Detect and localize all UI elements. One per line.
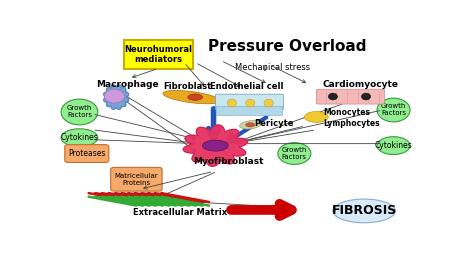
Text: Pericyte: Pericyte — [254, 119, 293, 128]
Ellipse shape — [304, 112, 328, 122]
Ellipse shape — [278, 143, 311, 164]
Ellipse shape — [264, 99, 273, 107]
FancyBboxPatch shape — [65, 145, 109, 162]
Text: Growth
Factors: Growth Factors — [282, 147, 307, 160]
FancyBboxPatch shape — [110, 167, 162, 191]
Ellipse shape — [202, 140, 228, 151]
Polygon shape — [183, 125, 247, 166]
Text: Myofibroblast: Myofibroblast — [193, 157, 264, 166]
Ellipse shape — [377, 137, 410, 154]
Ellipse shape — [246, 123, 255, 127]
FancyBboxPatch shape — [215, 94, 283, 110]
Ellipse shape — [61, 129, 98, 146]
Text: Fibroblast: Fibroblast — [164, 82, 212, 91]
Text: Neurohumoral
mediators: Neurohumoral mediators — [125, 45, 192, 64]
Text: Cardiomyocyte: Cardiomyocyte — [322, 80, 399, 89]
Ellipse shape — [163, 90, 220, 104]
FancyBboxPatch shape — [124, 40, 193, 69]
Text: Pressure Overload: Pressure Overload — [208, 39, 366, 54]
Text: Macrophage: Macrophage — [96, 80, 159, 89]
Text: Monocytes
Lymphocytes: Monocytes Lymphocytes — [324, 108, 380, 128]
Text: FIBROSIS: FIBROSIS — [331, 204, 397, 217]
Text: Mechanical stress: Mechanical stress — [235, 62, 310, 71]
Ellipse shape — [333, 199, 395, 223]
Text: Cytokines: Cytokines — [374, 141, 412, 150]
Ellipse shape — [188, 94, 202, 100]
Ellipse shape — [228, 99, 237, 107]
Ellipse shape — [246, 99, 255, 107]
Ellipse shape — [328, 93, 337, 100]
Text: Proteases: Proteases — [68, 149, 106, 158]
Ellipse shape — [104, 89, 125, 103]
Ellipse shape — [61, 99, 98, 125]
Text: Endothelial cell: Endothelial cell — [210, 82, 283, 91]
Text: Growth
Factors: Growth Factors — [67, 105, 92, 118]
FancyBboxPatch shape — [216, 106, 283, 116]
Polygon shape — [104, 85, 129, 109]
Text: Extracellular Matrix: Extracellular Matrix — [133, 208, 227, 217]
Ellipse shape — [240, 121, 261, 129]
Text: Matricellular
Proteins: Matricellular Proteins — [115, 173, 158, 186]
Text: Cytokines: Cytokines — [61, 133, 98, 142]
Ellipse shape — [377, 98, 410, 122]
Text: Growth
Factors: Growth Factors — [381, 104, 406, 116]
Ellipse shape — [361, 93, 371, 100]
FancyBboxPatch shape — [316, 89, 384, 104]
